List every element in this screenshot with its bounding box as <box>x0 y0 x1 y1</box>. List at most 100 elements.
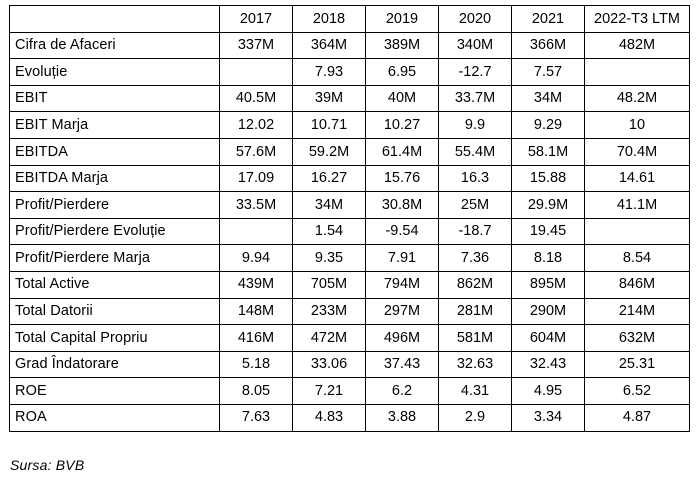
table-cell <box>219 217 293 246</box>
column-header: 2021 <box>511 5 585 33</box>
table-cell: 8.05 <box>219 377 293 405</box>
table-cell <box>584 217 690 246</box>
table-cell: 70.4M <box>584 137 690 166</box>
column-header: 2022-T3 LTM <box>584 5 690 33</box>
table-cell: 7.36 <box>438 244 512 272</box>
table-cell: 389M <box>365 31 439 60</box>
table-cell: 34M <box>511 84 585 113</box>
table-cell: 6.52 <box>584 377 690 405</box>
table-cell: 297M <box>365 297 439 326</box>
row-label: Cifra de Afaceri <box>9 31 220 60</box>
row-label: Grad Îndatorare <box>9 350 220 379</box>
row-label: EBIT <box>9 84 220 113</box>
row-label: Profit/Pierdere Marja <box>9 244 220 272</box>
row-label: Profit/Pierdere Evoluție <box>9 217 220 246</box>
row-label: EBIT Marja <box>9 111 220 139</box>
row-label: Profit/Pierdere <box>9 191 220 219</box>
row-label: EBITDA <box>9 137 220 166</box>
table-row: Profit/Pierdere Evoluție 1.54 -9.54 -18.7 19… <box>9 217 690 246</box>
table-cell: 10 <box>584 111 690 139</box>
table-row: Cifra de Afaceri 337M 364M 389M 340M 366M 482M <box>9 31 690 60</box>
row-label: ROE <box>9 377 220 405</box>
table-cell: 281M <box>438 297 512 326</box>
table-cell: 7.63 <box>219 403 293 432</box>
table-cell: 366M <box>511 31 585 60</box>
table-cell: 439M <box>219 270 293 299</box>
table-cell: 7.93 <box>292 58 366 86</box>
table-cell: 15.88 <box>511 164 585 193</box>
table-cell: 148M <box>219 297 293 326</box>
header-corner-cell <box>9 5 220 33</box>
row-label: Total Datorii <box>9 297 220 326</box>
table-cell: 9.94 <box>219 244 293 272</box>
table-cell: 33.5M <box>219 191 293 219</box>
table-cell: 37.43 <box>365 350 439 379</box>
table-cell: 40.5M <box>219 84 293 113</box>
column-header: 2020 <box>438 5 512 33</box>
table-row: Grad Îndatorare 5.18 33.06 37.43 32.63 32.43 2… <box>9 350 690 379</box>
table-cell: 416M <box>219 324 293 352</box>
row-label: EBITDA Marja <box>9 164 220 193</box>
table-row: EBIT Marja 12.02 10.71 10.27 9.9 9.29 10 <box>9 111 690 139</box>
table-cell: 705M <box>292 270 366 299</box>
table-cell: 33.7M <box>438 84 512 113</box>
table-cell: 290M <box>511 297 585 326</box>
table-cell: 41.1M <box>584 191 690 219</box>
table-cell: 17.09 <box>219 164 293 193</box>
table-cell: 6.95 <box>365 58 439 86</box>
table-cell: 9.35 <box>292 244 366 272</box>
table-cell: 16.27 <box>292 164 366 193</box>
table-cell: 40M <box>365 84 439 113</box>
table-cell: 19.45 <box>511 217 585 246</box>
table-row: Evoluție 7.93 6.95 -12.7 7.57 <box>9 58 690 86</box>
table-cell: 39M <box>292 84 366 113</box>
table-cell: 233M <box>292 297 366 326</box>
table-cell: 3.88 <box>365 403 439 432</box>
table-cell: 58.1M <box>511 137 585 166</box>
table-cell: 604M <box>511 324 585 352</box>
table-cell: 25M <box>438 191 512 219</box>
row-label: Total Capital Propriu <box>9 324 220 352</box>
table-cell: 846M <box>584 270 690 299</box>
table-cell: 895M <box>511 270 585 299</box>
table-cell: 581M <box>438 324 512 352</box>
table-cell: 1.54 <box>292 217 366 246</box>
table-cell: 15.76 <box>365 164 439 193</box>
table-cell: 7.91 <box>365 244 439 272</box>
column-header: 2019 <box>365 5 439 33</box>
table-row: ROE 8.05 7.21 6.2 4.31 4.95 6.52 <box>9 377 690 405</box>
table-cell: 48.2M <box>584 84 690 113</box>
table-cell: 632M <box>584 324 690 352</box>
table-row: EBITDA Marja 17.09 16.27 15.76 16.3 15.88 14.6… <box>9 164 690 193</box>
table-cell: 5.18 <box>219 350 293 379</box>
table-cell: 482M <box>584 31 690 60</box>
table-cell: 33.06 <box>292 350 366 379</box>
table-cell: 61.4M <box>365 137 439 166</box>
table-cell: 4.95 <box>511 377 585 405</box>
table-cell: 7.21 <box>292 377 366 405</box>
table-row: EBIT 40.5M 39M 40M 33.7M 34M 48.2M <box>9 84 690 113</box>
table-cell: 16.3 <box>438 164 512 193</box>
table-cell: 59.2M <box>292 137 366 166</box>
table-cell: 32.43 <box>511 350 585 379</box>
table-cell: -18.7 <box>438 217 512 246</box>
table-cell: 10.27 <box>365 111 439 139</box>
row-label: ROA <box>9 403 220 432</box>
source-note: Sursa: BVB <box>10 457 85 473</box>
table-cell: 3.34 <box>511 403 585 432</box>
table-cell <box>219 58 293 86</box>
table-cell: 862M <box>438 270 512 299</box>
table-body: Cifra de Afaceri 337M 364M 389M 340M 366M 482M… <box>9 31 690 432</box>
row-label: Total Active <box>9 270 220 299</box>
table-row: Total Capital Propriu 416M 472M 496M 581M 604… <box>9 324 690 352</box>
table-cell: 4.31 <box>438 377 512 405</box>
table-row: EBITDA 57.6M 59.2M 61.4M 55.4M 58.1M 70.4M <box>9 137 690 166</box>
table-cell: 29.9M <box>511 191 585 219</box>
table-cell: 4.87 <box>584 403 690 432</box>
row-label: Evoluție <box>9 58 220 86</box>
table-cell: 9.9 <box>438 111 512 139</box>
table-cell: 8.18 <box>511 244 585 272</box>
table-cell: 32.63 <box>438 350 512 379</box>
table-cell: 30.8M <box>365 191 439 219</box>
column-header: 2017 <box>219 5 293 33</box>
